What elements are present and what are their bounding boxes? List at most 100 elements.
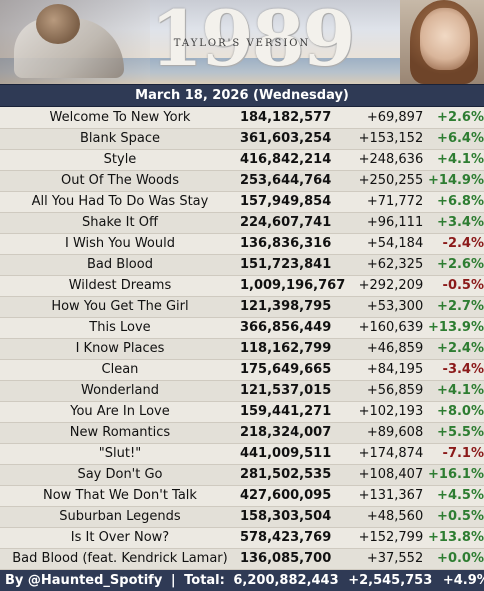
- track-title: Suburban Legends: [0, 506, 240, 528]
- track-percent-change: -0.5%: [423, 275, 484, 297]
- track-percent-change: +2.7%: [423, 296, 484, 318]
- track-title: "Slut!": [0, 443, 240, 465]
- track-total-streams: 441,009,511: [239, 443, 347, 465]
- right-figure-face: [420, 8, 470, 70]
- footer-credit: By @Haunted_Spotify: [5, 572, 163, 588]
- track-daily-streams: +250,255: [346, 170, 424, 192]
- track-title: Out Of The Woods: [0, 170, 240, 192]
- track-total-streams: 224,607,741: [239, 212, 347, 234]
- track-daily-streams: +96,111: [346, 212, 424, 234]
- track-daily-streams: +46,859: [346, 338, 424, 360]
- track-percent-change: -7.1%: [423, 443, 484, 465]
- table-row: Welcome To New York 184,182,577 +69,897 +2.…: [0, 107, 484, 129]
- track-title: You Are In Love: [0, 401, 240, 423]
- table-row: Say Don't Go 281,502,535 +108,407 +16.1%: [0, 464, 484, 486]
- table-row: Bad Blood (feat. Kendrick Lamar) 136,085,…: [0, 548, 484, 570]
- footer-total-streams: 6,200,882,443: [233, 572, 339, 588]
- track-daily-streams: +292,209: [346, 275, 424, 297]
- album-logo: 1989: [150, 0, 356, 83]
- table-row: Now That We Don't Talk 427,600,095 +131,36…: [0, 485, 484, 507]
- table-row: You Are In Love 159,441,271 +102,193 +8.0%: [0, 401, 484, 423]
- left-photo: [0, 0, 150, 84]
- table-row: Suburban Legends 158,303,504 +48,560 +0.5%: [0, 506, 484, 528]
- track-total-streams: 366,856,449: [239, 317, 347, 339]
- track-percent-change: +16.1%: [423, 464, 484, 486]
- track-daily-streams: +108,407: [346, 464, 424, 486]
- track-daily-streams: +248,636: [346, 149, 424, 171]
- table-row: Bad Blood 151,723,841 +62,325 +2.6%: [0, 254, 484, 276]
- track-percent-change: +5.5%: [423, 422, 484, 444]
- track-title: Now That We Don't Talk: [0, 485, 240, 507]
- track-total-streams: 184,182,577: [239, 107, 347, 129]
- track-daily-streams: +62,325: [346, 254, 424, 276]
- track-title: How You Get The Girl: [0, 296, 240, 318]
- track-percent-change: +3.4%: [423, 212, 484, 234]
- date-header: March 18, 2026 (Wednesday): [0, 84, 484, 107]
- track-title: Clean: [0, 359, 240, 381]
- table-row: Wildest Dreams 1,009,196,767 +292,209 -0.5%: [0, 275, 484, 297]
- table-row: This Love 366,856,449 +160,639 +13.9%: [0, 317, 484, 339]
- track-title: This Love: [0, 317, 240, 339]
- track-percent-change: +13.9%: [423, 317, 484, 339]
- track-daily-streams: +84,195: [346, 359, 424, 381]
- track-percent-change: -3.4%: [423, 359, 484, 381]
- track-percent-change: +2.6%: [423, 254, 484, 276]
- album-banner: 1989 TAYLOR'S VERSION: [0, 0, 484, 84]
- track-title: Welcome To New York: [0, 107, 240, 129]
- right-photo: [400, 0, 484, 84]
- track-daily-streams: +54,184: [346, 233, 424, 255]
- track-percent-change: +8.0%: [423, 401, 484, 423]
- track-total-streams: 121,537,015: [239, 380, 347, 402]
- track-title: Wildest Dreams: [0, 275, 240, 297]
- table-row: Style 416,842,214 +248,636 +4.1%: [0, 149, 484, 171]
- track-daily-streams: +53,300: [346, 296, 424, 318]
- table-row: Is It Over Now? 578,423,769 +152,799 +13.8%: [0, 527, 484, 549]
- table-row: Blank Space 361,603,254 +153,152 +6.4%: [0, 128, 484, 150]
- track-total-streams: 361,603,254: [239, 128, 347, 150]
- table-row: Wonderland 121,537,015 +56,859 +4.1%: [0, 380, 484, 402]
- track-title: I Know Places: [0, 338, 240, 360]
- track-total-streams: 136,836,316: [239, 233, 347, 255]
- table-row: I Know Places 118,162,799 +46,859 +2.4%: [0, 338, 484, 360]
- footer-separator: |: [170, 572, 176, 588]
- track-percent-change: +6.8%: [423, 191, 484, 213]
- track-title: Blank Space: [0, 128, 240, 150]
- track-daily-streams: +152,799: [346, 527, 424, 549]
- track-daily-streams: +56,859: [346, 380, 424, 402]
- track-percent-change: +4.1%: [423, 149, 484, 171]
- track-total-streams: 416,842,214: [239, 149, 347, 171]
- track-percent-change: +0.0%: [423, 548, 484, 570]
- tracks-table: Welcome To New York 184,182,577 +69,897 +2.…: [0, 107, 484, 570]
- table-row: "Slut!" 441,009,511 +174,874 -7.1%: [0, 443, 484, 465]
- track-title: All You Had To Do Was Stay: [0, 191, 240, 213]
- track-daily-streams: +174,874: [346, 443, 424, 465]
- track-percent-change: +4.1%: [423, 380, 484, 402]
- track-total-streams: 118,162,799: [239, 338, 347, 360]
- track-title: New Romantics: [0, 422, 240, 444]
- track-total-streams: 136,085,700: [239, 548, 347, 570]
- track-title: Shake It Off: [0, 212, 240, 234]
- table-row: New Romantics 218,324,007 +89,608 +5.5%: [0, 422, 484, 444]
- track-title: Style: [0, 149, 240, 171]
- track-daily-streams: +48,560: [346, 506, 424, 528]
- track-daily-streams: +153,152: [346, 128, 424, 150]
- track-daily-streams: +89,608: [346, 422, 424, 444]
- track-total-streams: 159,441,271: [239, 401, 347, 423]
- table-row: I Wish You Would 136,836,316 +54,184 -2.4%: [0, 233, 484, 255]
- track-total-streams: 121,398,795: [239, 296, 347, 318]
- track-total-streams: 427,600,095: [239, 485, 347, 507]
- track-daily-streams: +102,193: [346, 401, 424, 423]
- footer-bar: By @Haunted_Spotify | Total: 6,200,882,4…: [0, 569, 484, 591]
- table-row: Shake It Off 224,607,741 +96,111 +3.4%: [0, 212, 484, 234]
- track-title: I Wish You Would: [0, 233, 240, 255]
- track-total-streams: 175,649,665: [239, 359, 347, 381]
- track-title: Say Don't Go: [0, 464, 240, 486]
- track-total-streams: 253,644,764: [239, 170, 347, 192]
- track-total-streams: 158,303,504: [239, 506, 347, 528]
- tracks-table-body: Welcome To New York 184,182,577 +69,897 +2.…: [0, 107, 484, 570]
- album-subtitle: TAYLOR'S VERSION: [173, 38, 311, 49]
- track-percent-change: -2.4%: [423, 233, 484, 255]
- track-percent-change: +6.4%: [423, 128, 484, 150]
- track-daily-streams: +69,897: [346, 107, 424, 129]
- track-title: Is It Over Now?: [0, 527, 240, 549]
